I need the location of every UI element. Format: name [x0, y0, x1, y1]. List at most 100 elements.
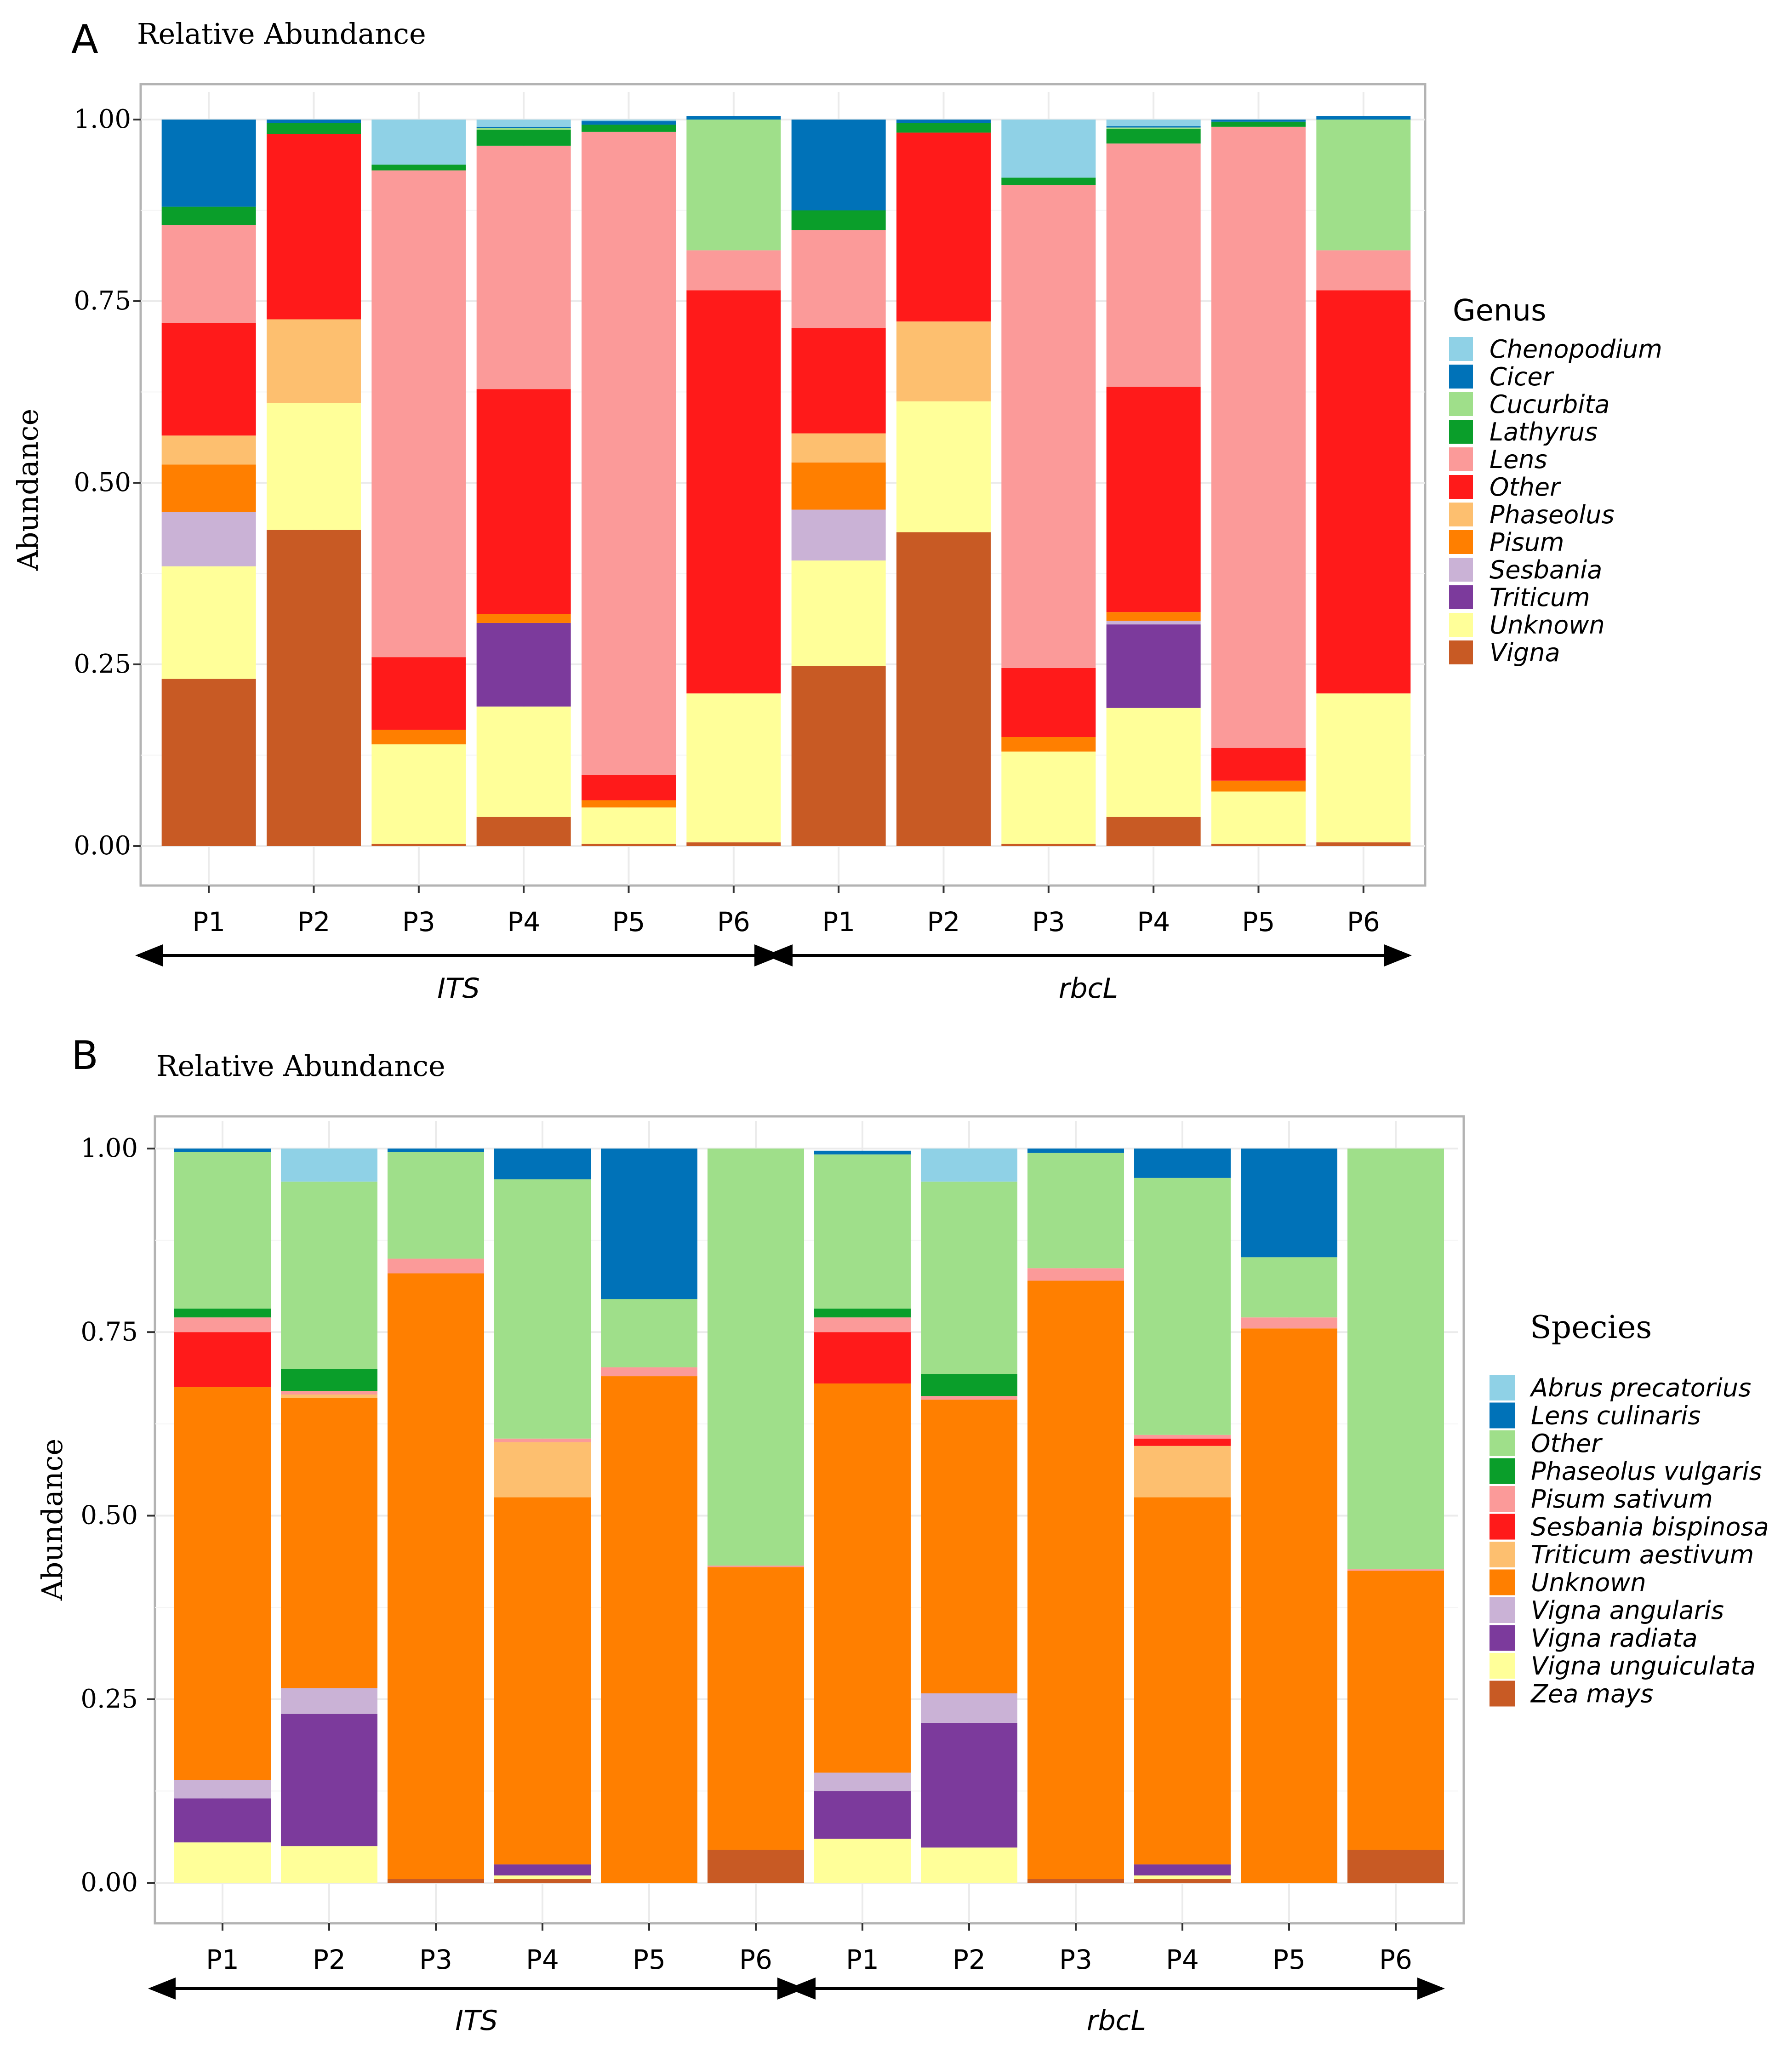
legend-label: Lathyrus	[1490, 417, 1598, 446]
panel-a: A Relative Abundance Abundance 0.000.250…	[11, 17, 1662, 1005]
bar-segment	[1001, 737, 1096, 752]
bar-segment	[1347, 1850, 1444, 1883]
bar-segment	[281, 1398, 377, 1688]
legend-label: Cicer	[1490, 362, 1554, 391]
bar-segment	[494, 1864, 591, 1876]
legend-label: Other	[1531, 1429, 1603, 1458]
bar-segment	[1316, 120, 1411, 251]
bar-segment	[1106, 387, 1201, 612]
legend-title-a: Genus	[1453, 294, 1546, 328]
legend-label: Pisum sativum	[1531, 1485, 1713, 1514]
bar-segment	[371, 170, 466, 657]
bar-segment	[686, 120, 781, 251]
bar-segment	[267, 530, 361, 846]
bar-segment	[1027, 1268, 1124, 1281]
x-ticks-a: P1 P2 P3 P4 P5 P6 P1 P2 P3 P4 P5 P6	[192, 886, 1380, 937]
bar-segment	[388, 1273, 484, 1880]
x-tick-label: P1	[206, 1944, 239, 1975]
bar-segment	[1106, 817, 1201, 846]
legend-label: Vigna unguiculata	[1531, 1652, 1756, 1680]
bar-segment	[1134, 1879, 1231, 1883]
bar-segment	[174, 1780, 271, 1799]
bar-segment	[281, 1394, 377, 1398]
bar-segment	[267, 319, 361, 403]
legend-label: Vigna angularis	[1531, 1596, 1724, 1625]
legend-swatch	[1449, 337, 1473, 361]
bar-segment	[1027, 1153, 1124, 1269]
bar-segment	[1347, 1569, 1444, 1571]
x-tick-label: P2	[953, 1944, 986, 1975]
bar-segment	[791, 328, 886, 434]
bar-segment	[601, 1299, 697, 1367]
legend-label: Triticum	[1490, 583, 1590, 612]
bar-segment	[708, 1850, 804, 1883]
bar-segment	[281, 1369, 377, 1391]
legend-swatch	[1449, 392, 1473, 416]
bar-segment	[791, 210, 886, 230]
bar-segment	[1106, 708, 1201, 817]
legend-a: Genus ChenopodiumCicerCucurbitaLathyrusL…	[1449, 294, 1662, 667]
bar-segment	[174, 1309, 271, 1318]
x-tick-label: P2	[927, 906, 960, 937]
legend-label: Pisum	[1490, 528, 1564, 557]
y-tick-label: 1.00	[80, 1133, 138, 1163]
legend-label: Phaseolus	[1490, 500, 1615, 529]
bar-segment	[174, 1317, 271, 1332]
y-tick-label: 0.25	[74, 649, 131, 679]
bar-segment	[1106, 612, 1201, 621]
legend-swatch	[1449, 558, 1473, 582]
bar-segment	[896, 401, 991, 532]
bar-segment	[281, 1688, 377, 1714]
bar-segment	[921, 1722, 1017, 1848]
bar-segment	[686, 693, 781, 843]
group-label: rbcL	[1087, 2005, 1146, 2037]
y-tick-label: 0.25	[80, 1684, 138, 1714]
bar-segment	[814, 1332, 911, 1384]
plot-title-a: Relative Abundance	[137, 17, 426, 51]
bar-segment	[921, 1374, 1017, 1396]
panel-letter-b: B	[71, 1033, 98, 1079]
x-tick-label: P1	[846, 1944, 879, 1975]
bar-segment	[814, 1317, 911, 1332]
bar-segment	[1134, 1864, 1231, 1876]
legend-swatch	[1490, 1542, 1515, 1567]
bar-segment	[494, 1442, 591, 1498]
bar-segment	[267, 134, 361, 320]
bar-segment	[1347, 1149, 1444, 1570]
y-tick-label: 0.50	[80, 1501, 138, 1531]
bar-segment	[1134, 1177, 1231, 1435]
legend-swatch	[1449, 585, 1473, 609]
bar-segment	[582, 120, 676, 121]
bar-segment	[921, 1847, 1017, 1883]
bar-segment	[1211, 126, 1306, 748]
x-tick-label: P5	[1273, 1944, 1306, 1975]
bars-b	[174, 1149, 1444, 1883]
bar-segment	[708, 1149, 804, 1566]
bar-segment	[1316, 116, 1411, 120]
y-tick-label: 0.50	[74, 468, 131, 497]
legend-label: Lens	[1490, 445, 1547, 474]
y-axis-label-a: Abundance	[11, 409, 45, 571]
bar-segment	[921, 1693, 1017, 1723]
bar-segment	[174, 1332, 271, 1388]
bar-segment	[921, 1181, 1017, 1374]
bar-segment	[161, 225, 256, 323]
bar-segment	[371, 730, 466, 744]
legend-swatch	[1449, 613, 1473, 637]
bar-segment	[388, 1149, 484, 1152]
legend-label: Unknown	[1490, 611, 1605, 640]
bar-segment	[494, 1875, 591, 1880]
bar-segment	[1106, 143, 1201, 387]
bar-segment	[281, 1391, 377, 1395]
bar-segment	[476, 817, 571, 846]
x-tick-label: P5	[633, 1944, 666, 1975]
group-arrows-b: ITS rbcL	[148, 1978, 1445, 2037]
bar-segment	[476, 614, 571, 623]
bar-segment	[791, 666, 886, 846]
bar-segment	[921, 1149, 1017, 1182]
legend-label: Zea mays	[1530, 1680, 1653, 1709]
bar-segment	[174, 1798, 271, 1843]
bar-segment	[708, 1566, 804, 1567]
y-tick-label: 0.00	[80, 1868, 138, 1898]
